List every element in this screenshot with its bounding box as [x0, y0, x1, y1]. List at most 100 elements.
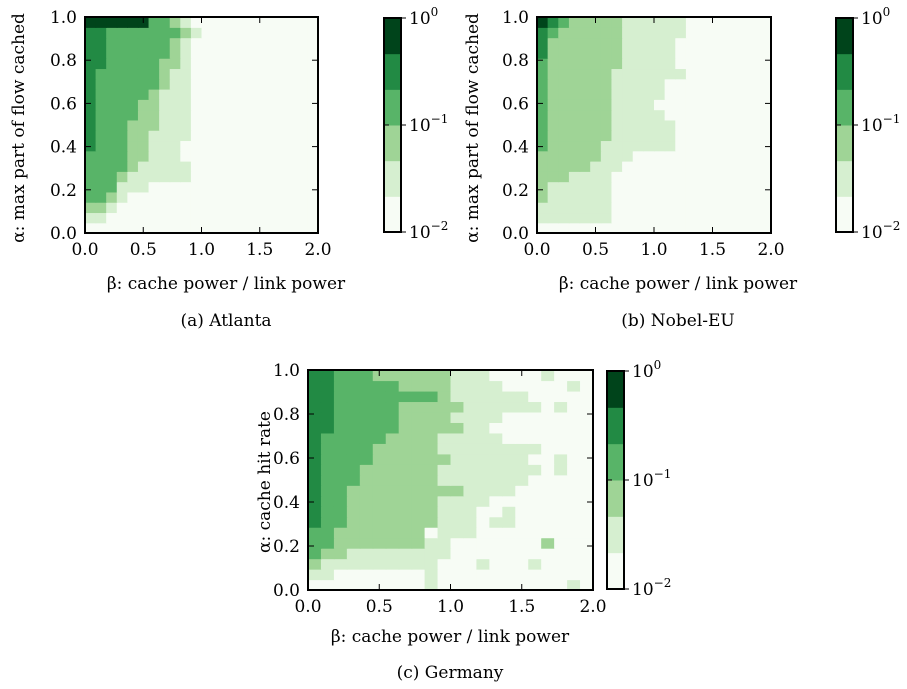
heatmap-cell [675, 181, 687, 193]
heatmap-cell [233, 212, 245, 224]
heatmap-cell [580, 537, 594, 549]
heatmap-cell [632, 202, 644, 214]
heatmap-cell [558, 47, 570, 59]
heatmap-cell [169, 68, 181, 80]
heatmap-cell [685, 181, 698, 193]
heatmap-cell [296, 191, 309, 203]
heatmap-cell [568, 212, 581, 224]
heatmap-cell [489, 506, 503, 518]
heatmap-cell [728, 89, 740, 100]
heatmap-cell [611, 89, 623, 100]
heatmap-cell [696, 202, 708, 214]
heatmap-cell [190, 37, 203, 49]
heatmap-cell [541, 443, 555, 455]
heatmap-cell [190, 99, 203, 111]
heatmap-cell [424, 432, 439, 444]
heatmap-cell [528, 579, 542, 591]
heatmap-cell [632, 171, 644, 183]
heatmap-cell [554, 569, 568, 581]
heatmap-cell [159, 27, 171, 39]
xlabel-atlanta: β: cache power / link power [107, 274, 346, 294]
heatmap-cell [707, 191, 719, 203]
heatmap-cell [611, 212, 623, 224]
heatmap-cell [148, 161, 160, 172]
heatmap-cell [489, 558, 503, 570]
heatmap-cell [159, 202, 171, 214]
heatmap-cell [728, 171, 740, 183]
colorbar-segment [836, 18, 853, 55]
heatmap-cell [547, 89, 559, 100]
colorbar-segment [384, 125, 401, 162]
heatmap-cell [275, 150, 287, 162]
heatmap-cell [547, 99, 559, 111]
colorbar-segment [607, 480, 624, 517]
heatmap-cell [233, 17, 245, 28]
heatmap-cell [579, 99, 591, 111]
heatmap-cell [567, 370, 581, 382]
heatmap-cell [568, 222, 581, 234]
heatmap-cell [580, 380, 594, 392]
heatmap-cell [159, 109, 171, 121]
heatmap-cell [541, 569, 555, 581]
heatmap-cell [320, 558, 335, 570]
heatmap-cell [307, 222, 319, 234]
heatmap-cell [739, 140, 751, 152]
heatmap-cell [254, 47, 266, 59]
heatmap-cell [385, 464, 400, 476]
heatmap-cell [554, 380, 568, 392]
heatmap-cell [106, 27, 118, 39]
heatmap-cell [537, 99, 549, 111]
heatmap-cell [385, 411, 400, 423]
heatmap-cell [611, 191, 623, 203]
heatmap-cell [233, 119, 245, 131]
heatmap-cell [450, 401, 465, 413]
heatmap-cell [547, 171, 559, 183]
heatmap-cell [254, 171, 266, 183]
heatmap-cell [547, 37, 559, 49]
heatmap-cell [359, 432, 374, 444]
heatmap-cell [85, 109, 97, 121]
heatmap-cell [685, 17, 698, 28]
heatmap-cell [222, 99, 234, 111]
heatmap-cell [385, 495, 400, 507]
heatmap-cell [664, 161, 676, 172]
heatmap-cell [137, 37, 150, 49]
heatmap-cell [346, 390, 361, 403]
heatmap-cell [502, 432, 516, 444]
heatmap-cell [489, 370, 503, 382]
heatmap-cell [760, 109, 772, 121]
heatmap-cell [127, 17, 139, 28]
heatmap-cell [707, 27, 719, 39]
heatmap-cell [515, 527, 529, 539]
heatmap-cell [611, 99, 623, 111]
heatmap-cell [664, 47, 676, 59]
heatmap-cell [489, 464, 503, 476]
heatmap-cell [201, 119, 213, 131]
heatmap-cell [664, 202, 676, 214]
heatmap-cell [148, 212, 160, 224]
heatmap-cell [749, 58, 761, 70]
heatmap-cell [537, 161, 549, 172]
heatmap-cell [558, 171, 570, 183]
heatmap-cell [568, 68, 581, 80]
heatmap-cell [489, 474, 503, 486]
colorbar-segment [384, 89, 401, 126]
heatmap-cell [359, 485, 374, 497]
heatmap-cell [85, 171, 97, 183]
heatmap-cell [696, 89, 708, 100]
heatmap-cell [760, 161, 772, 172]
heatmap-cell [502, 516, 516, 528]
heatmap-cell [85, 78, 97, 90]
heatmap-cell [537, 68, 549, 80]
heatmap-cell [212, 212, 224, 224]
heatmap-cell [106, 119, 118, 131]
heatmap-cell [307, 17, 319, 28]
heatmap-cell [116, 130, 128, 142]
heatmap-cell [476, 453, 490, 465]
heatmap-cell [233, 109, 245, 121]
heatmap-cell [286, 181, 298, 193]
heatmap-cell [450, 527, 465, 539]
heatmap-cell [717, 99, 730, 111]
heatmap-cell [463, 506, 477, 518]
heatmap-cell [567, 485, 581, 497]
